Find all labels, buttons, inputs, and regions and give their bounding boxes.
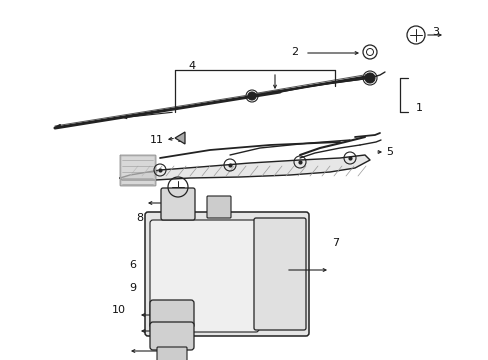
Text: 10: 10: [112, 305, 126, 315]
Text: 3: 3: [431, 27, 438, 37]
Text: 7: 7: [331, 238, 339, 248]
Circle shape: [364, 73, 374, 83]
FancyBboxPatch shape: [253, 218, 305, 330]
Polygon shape: [175, 132, 184, 144]
FancyBboxPatch shape: [145, 212, 308, 336]
Polygon shape: [120, 155, 369, 180]
FancyBboxPatch shape: [150, 300, 194, 328]
Text: 4: 4: [188, 61, 195, 71]
FancyBboxPatch shape: [150, 322, 194, 350]
FancyBboxPatch shape: [161, 188, 195, 220]
Text: 5: 5: [385, 147, 392, 157]
Polygon shape: [120, 155, 155, 185]
Text: 11: 11: [150, 135, 163, 145]
Text: 2: 2: [290, 47, 297, 57]
Text: 6: 6: [129, 260, 136, 270]
Text: 9: 9: [129, 283, 136, 293]
Text: 8: 8: [136, 213, 142, 223]
Text: 1: 1: [415, 103, 422, 113]
FancyBboxPatch shape: [157, 347, 186, 360]
FancyBboxPatch shape: [206, 196, 230, 218]
FancyBboxPatch shape: [150, 220, 259, 332]
Circle shape: [247, 92, 256, 100]
